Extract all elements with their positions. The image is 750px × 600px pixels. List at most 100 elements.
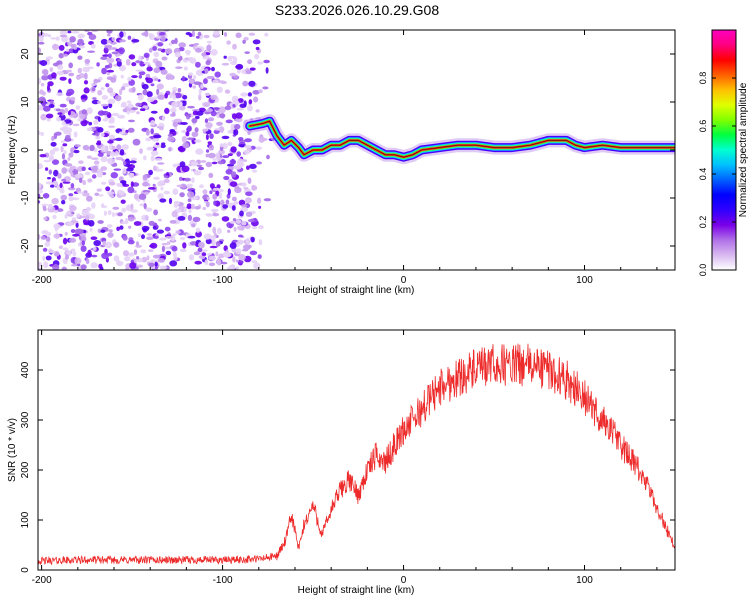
noise-blob (157, 218, 162, 222)
noise-blob (146, 236, 154, 240)
noise-blob (215, 240, 221, 247)
noise-blob (195, 47, 202, 53)
noise-blob (205, 122, 213, 129)
noise-blob (235, 117, 243, 123)
noise-blob (100, 145, 109, 153)
noise-blob (231, 196, 237, 202)
noise-blob (208, 255, 217, 261)
noise-blob (80, 245, 87, 252)
noise-blob (116, 60, 122, 67)
noise-blob (107, 33, 111, 37)
noise-blob (86, 107, 93, 115)
noise-blob (241, 221, 247, 226)
noise-blob (197, 31, 202, 37)
noise-blob (145, 73, 151, 78)
noise-blob (147, 249, 154, 253)
noise-blob (249, 67, 256, 71)
noise-blob (242, 39, 246, 44)
noise-blob (96, 170, 103, 178)
noise-blob (75, 105, 81, 110)
noise-blob (170, 234, 176, 242)
noise-blob (123, 250, 129, 257)
noise-blob (146, 233, 153, 236)
noise-blob (87, 178, 93, 183)
noise-blob (116, 226, 120, 231)
noise-blob (204, 118, 209, 124)
noise-blob (118, 131, 126, 135)
noise-blob (211, 66, 215, 72)
noise-blob (254, 53, 260, 60)
noise-blob (205, 161, 213, 168)
noise-blob (84, 58, 91, 64)
noise-blob (38, 130, 41, 135)
noise-blob (66, 211, 71, 215)
noise-blob (52, 180, 58, 187)
noise-blob (145, 207, 153, 212)
spectrogram-signal-ridge (242, 114, 675, 165)
noise-blob (108, 125, 116, 128)
noise-blob (238, 137, 244, 141)
noise-blob (47, 84, 50, 91)
noise-blob (88, 220, 95, 227)
noise-blob (263, 198, 272, 202)
noise-blob (86, 195, 93, 202)
noise-blob (133, 249, 138, 255)
noise-blob (252, 39, 261, 45)
noise-blob (245, 211, 253, 217)
noise-blob (82, 144, 90, 151)
noise-blob (194, 139, 202, 143)
noise-blob (57, 64, 64, 70)
noise-blob (77, 38, 84, 45)
noise-blob (161, 242, 168, 246)
noise-blob (233, 226, 237, 232)
noise-blob (56, 70, 64, 76)
noise-blob (209, 245, 218, 249)
noise-blob (218, 149, 225, 155)
noise-blob (192, 85, 196, 89)
noise-blob (137, 94, 144, 101)
noise-blob (108, 119, 115, 124)
noise-blob (97, 89, 103, 96)
noise-blob (153, 209, 159, 216)
noise-blob (233, 164, 242, 170)
noise-blob (58, 44, 65, 51)
noise-blob (141, 234, 145, 240)
noise-blob (159, 126, 164, 131)
noise-blob (100, 229, 106, 233)
noise-blob (138, 193, 147, 200)
noise-blob (71, 217, 77, 221)
noise-blob (77, 33, 86, 39)
noise-blob (88, 34, 97, 40)
noise-blob (100, 38, 108, 45)
colorbar-label: Normalized spectral amplitude (738, 82, 749, 217)
snr-x-label: Height of straight line (km) (298, 585, 415, 596)
noise-blob (244, 51, 250, 54)
noise-blob (160, 144, 166, 149)
noise-blob (77, 75, 82, 80)
noise-blob (192, 216, 201, 222)
colorbar-tick-label: 0.4 (698, 168, 708, 181)
noise-blob (185, 233, 192, 237)
noise-blob (200, 84, 204, 89)
noise-blob (238, 144, 247, 148)
noise-blob (229, 220, 236, 224)
noise-blob (252, 90, 260, 95)
noise-blob (232, 43, 237, 50)
noise-blob (91, 202, 96, 209)
noise-blob (81, 109, 88, 115)
noise-blob (55, 108, 61, 112)
noise-blob (59, 182, 63, 189)
noise-blob (202, 207, 207, 210)
noise-blob (208, 152, 216, 159)
noise-blob (194, 127, 199, 133)
noise-blob (133, 193, 139, 200)
noise-blob (40, 60, 48, 66)
noise-blob (68, 152, 74, 158)
noise-blob (97, 152, 104, 157)
noise-blob (45, 255, 52, 261)
noise-blob (237, 234, 244, 238)
noise-blob (64, 231, 68, 236)
noise-blob (212, 239, 216, 246)
noise-blob (187, 235, 196, 239)
noise-blob (195, 227, 201, 233)
